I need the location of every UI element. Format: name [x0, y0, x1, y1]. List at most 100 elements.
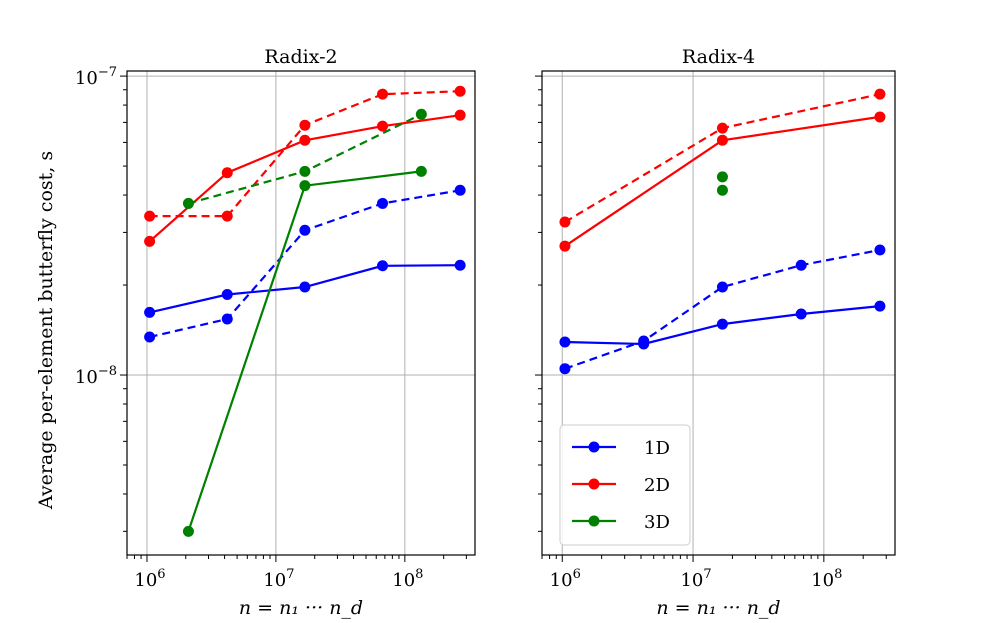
series-line-2D-dashed — [149, 90, 461, 218]
data-point-1D-dashed-0 — [144, 331, 156, 343]
series-3D-dashed — [182, 108, 427, 209]
data-point-1D-solid-4 — [454, 259, 466, 271]
data-point-3D-dashed-0 — [182, 197, 194, 209]
data-point-2D-solid-4 — [454, 109, 466, 121]
legend-marker-2D — [588, 478, 600, 490]
data-point-2D-solid-0 — [144, 235, 156, 247]
series-line-1D-dashed — [564, 248, 881, 370]
x-tick-label-2-exp: 8 — [834, 567, 842, 582]
data-point-1D-dashed-1 — [638, 335, 650, 347]
series-3D-solid — [182, 165, 427, 537]
data-point-2D-solid-3 — [377, 120, 389, 132]
data-point-1D-solid-2 — [716, 318, 728, 330]
data-point-2D-solid-0 — [559, 240, 571, 252]
data-point-3D-solid-0 — [182, 525, 194, 537]
y-tick-label-0-exp: −8 — [98, 364, 117, 379]
data-point-2D-dashed-3 — [377, 88, 389, 100]
series-2D-solid — [144, 109, 466, 247]
legend-label-2D: 2D — [644, 475, 670, 496]
x-tick-label-1-base: 10 — [680, 570, 703, 591]
x-tick-label-2: 108 — [811, 567, 842, 591]
y-tick-label-0: 10−8 — [75, 364, 117, 388]
data-point-1D-dashed-4 — [454, 184, 466, 196]
data-point-2D-dashed-2 — [874, 88, 886, 100]
data-point-1D-dashed-2 — [716, 281, 728, 293]
x-tick-label-0-base: 10 — [550, 570, 573, 591]
series-2D-solid — [559, 111, 886, 252]
x-tick-label-1-exp: 7 — [286, 567, 294, 582]
panel-title: Radix-4 — [682, 46, 755, 68]
x-tick-label-2-base: 10 — [392, 570, 415, 591]
data-point-2D-solid-2 — [299, 134, 311, 146]
x-tick-label-1-base: 10 — [263, 570, 286, 591]
data-point-2D-solid-1 — [221, 167, 233, 179]
series-1D-solid — [144, 259, 466, 318]
data-point-2D-dashed-2 — [299, 119, 311, 131]
legend-entry-1D: 1D — [572, 438, 670, 459]
series-1D-solid — [559, 300, 886, 350]
x-tick-label-1: 107 — [680, 567, 711, 591]
data-point-1D-dashed-3 — [377, 197, 389, 209]
legend-entry-3D: 3D — [572, 512, 670, 533]
data-point-2D-dashed-1 — [221, 210, 233, 222]
legend-marker-3D — [588, 515, 600, 527]
data-point-1D-solid-3 — [377, 260, 389, 272]
data-point-1D-solid-0 — [559, 336, 571, 348]
series-line-2D-solid — [148, 114, 461, 243]
data-point-2D-dashed-0 — [559, 216, 571, 228]
x-tick-label-2-base: 10 — [811, 570, 834, 591]
x-tick-label-2: 108 — [392, 567, 423, 591]
series-2D-dashed — [559, 88, 886, 228]
series-3D-points — [716, 171, 728, 196]
series-2D-dashed — [144, 85, 466, 222]
x-tick-label-0-exp: 6 — [157, 567, 165, 582]
data-point-2D-dashed-0 — [144, 210, 156, 222]
y-tick-label-1-exp: −7 — [98, 65, 117, 80]
data-point-3D-solid-1 — [299, 180, 311, 192]
data-point-1D-dashed-0 — [559, 363, 571, 375]
x-tick-label-0-base: 10 — [134, 570, 157, 591]
data-point-2D-dashed-4 — [454, 85, 466, 97]
data-point-1D-dashed-2 — [299, 224, 311, 236]
legend-marker-1D — [588, 441, 600, 453]
legend-box — [559, 424, 691, 546]
series-line-1D-dashed — [149, 189, 461, 339]
data-point-1D-dashed-3 — [795, 259, 807, 271]
data-point-1D-solid-4 — [874, 300, 886, 312]
series-line-2D-dashed — [564, 93, 881, 223]
y-tick-label-1: 10−7 — [75, 65, 117, 89]
panel-title: Radix-2 — [264, 46, 337, 68]
data-point-1D-solid-2 — [299, 281, 311, 293]
y-tick-label-0-base: 10 — [75, 367, 98, 388]
x-tick-label-1-exp: 7 — [703, 567, 711, 582]
x-tick-label-1: 107 — [263, 567, 294, 591]
y-axis-label-text: Average per-element butterfly cost, s — [35, 151, 57, 510]
legend: 1D 2D 3D — [559, 424, 691, 546]
data-point-1D-dashed-4 — [874, 244, 886, 256]
data-point-3D-points-0 — [716, 171, 728, 183]
data-point-1D-dashed-1 — [221, 313, 233, 325]
x-tick-label-2-exp: 8 — [415, 567, 423, 582]
axes-frame — [541, 70, 896, 556]
data-point-1D-solid-3 — [795, 308, 807, 320]
data-point-3D-dashed-1 — [299, 165, 311, 177]
series-1D-dashed — [144, 184, 466, 343]
x-tick-label-0-exp: 6 — [573, 567, 581, 582]
x-tick-label-0: 106 — [134, 567, 165, 591]
data-point-3D-dashed-2 — [415, 108, 427, 120]
series-1D-dashed — [559, 244, 886, 375]
y-tick-label-1-base: 10 — [75, 68, 98, 89]
data-point-2D-dashed-1 — [716, 122, 728, 134]
legend-entry-2D: 2D — [572, 475, 670, 496]
data-point-2D-solid-1 — [716, 134, 728, 146]
legend-label-1D: 1D — [644, 438, 670, 459]
legend-label-3D: 3D — [644, 512, 670, 533]
x-axis-label: n = n₁ ··· n_d — [239, 597, 363, 619]
data-point-3D-solid-2 — [415, 165, 427, 177]
data-point-1D-solid-1 — [221, 288, 233, 300]
axes-frame — [126, 70, 476, 556]
data-point-3D-points-1 — [716, 184, 728, 196]
